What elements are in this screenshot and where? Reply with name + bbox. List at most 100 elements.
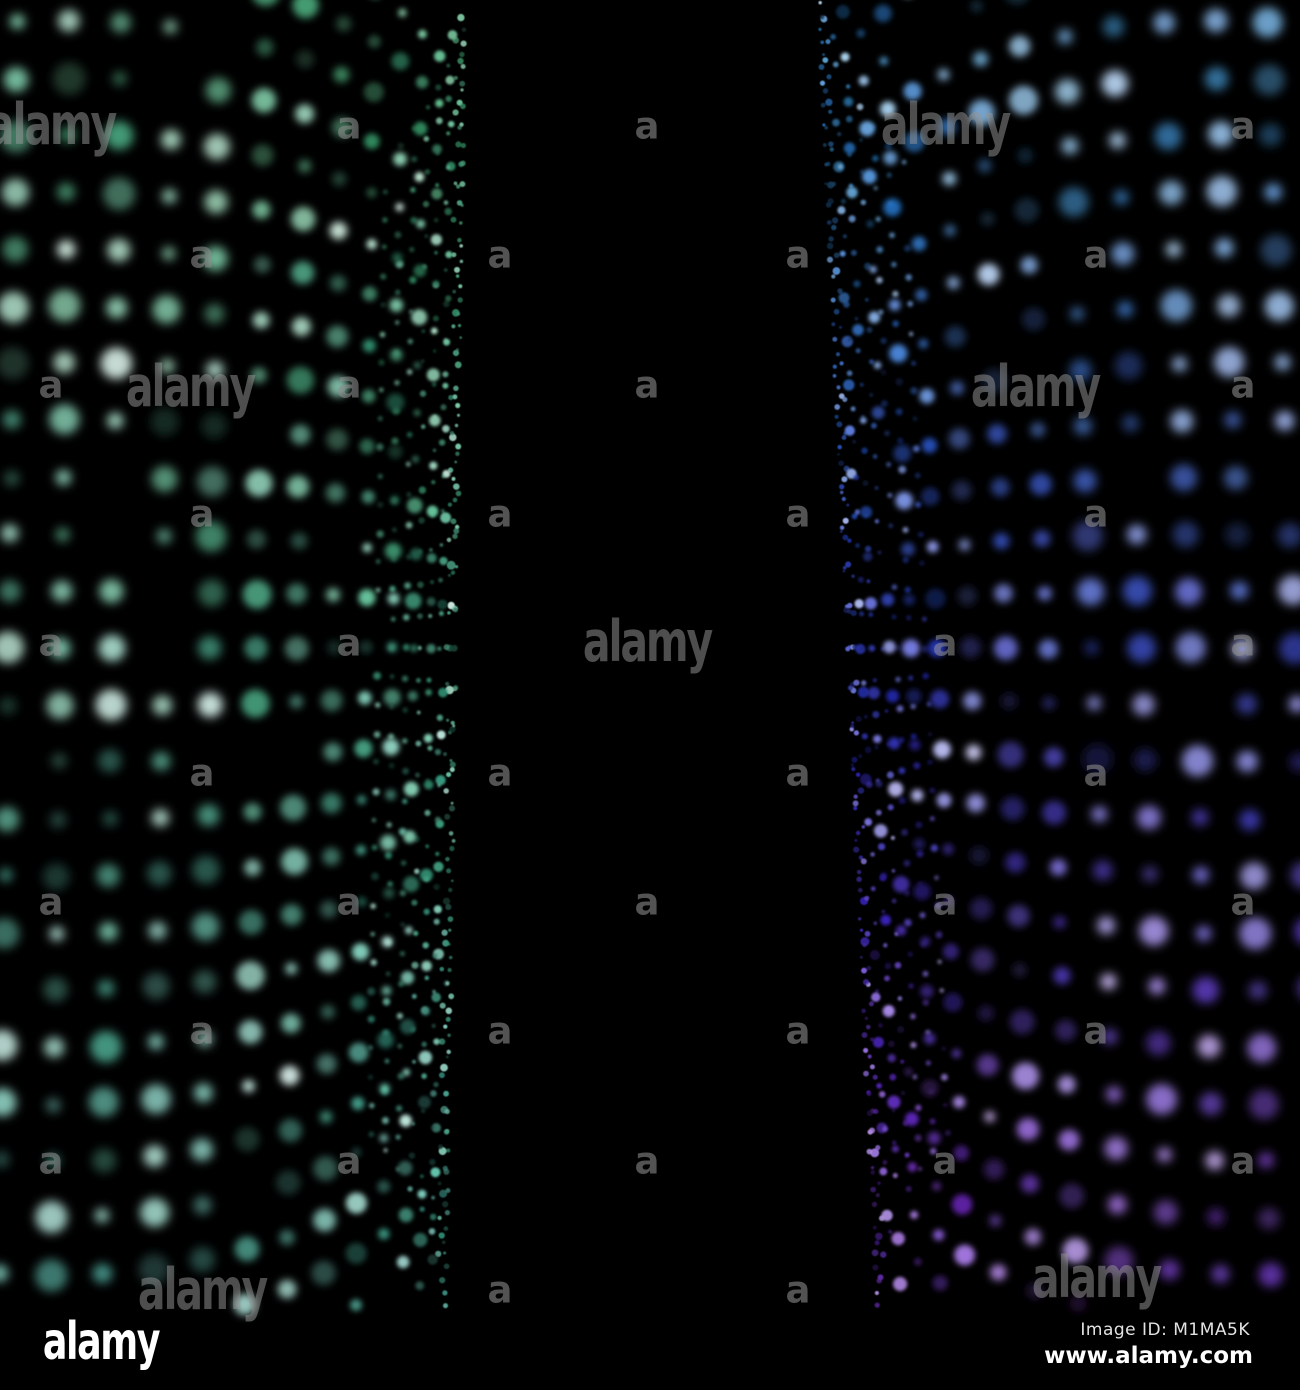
led-dot: [863, 262, 872, 270]
led-dot: [161, 246, 176, 261]
led-dot: [852, 324, 864, 336]
led-dot: [421, 1006, 431, 1016]
led-dot: [359, 438, 375, 454]
led-dot: [408, 1152, 416, 1159]
led-dot: [965, 744, 982, 761]
led-dot: [859, 138, 863, 142]
led-dot: [843, 142, 856, 154]
led-dot: [1073, 416, 1093, 436]
led-dot: [891, 1231, 905, 1246]
led-dot: [442, 1290, 448, 1296]
led-dot: [1017, 147, 1034, 164]
led-dot: [842, 569, 846, 573]
led-dot: [960, 636, 981, 658]
led-dot: [400, 922, 405, 927]
led-dot: [452, 394, 458, 400]
led-dot: [830, 297, 836, 303]
led-dot: [376, 530, 384, 538]
led-dot: [1211, 1264, 1230, 1283]
led-dot: [822, 143, 827, 147]
led-dot: [868, 359, 874, 365]
led-dot: [860, 199, 867, 206]
led-dot: [295, 50, 315, 69]
led-dot: [447, 573, 451, 577]
led-dot: [847, 538, 852, 543]
led-dot: [446, 131, 451, 136]
led-dot: [426, 643, 436, 654]
led-dot: [898, 465, 907, 474]
led-dot: [443, 1251, 447, 1255]
led-dot: [431, 1123, 441, 1133]
led-dot: [373, 671, 382, 680]
led-dot: [43, 977, 68, 1002]
led-dot: [856, 876, 862, 883]
led-dot: [1258, 1207, 1280, 1230]
led-dot: [977, 263, 1000, 286]
led-dot: [367, 1015, 375, 1023]
led-dot: [856, 103, 864, 111]
led-dot: [1011, 1062, 1040, 1090]
led-dot: [889, 344, 908, 363]
led-dot: [1206, 176, 1238, 207]
led-dot: [937, 959, 942, 964]
led-dot: [0, 918, 20, 949]
led-dot: [396, 1255, 410, 1269]
led-dot: [358, 588, 376, 607]
led-dot: [395, 202, 404, 212]
led-dot: [457, 13, 465, 22]
led-dot: [281, 1013, 301, 1034]
led-dot: [453, 385, 459, 392]
led-dot: [0, 868, 13, 882]
led-dot: [445, 981, 450, 986]
led-dot: [841, 335, 853, 348]
led-dot: [397, 142, 405, 150]
led-dot: [423, 135, 430, 142]
led-dot: [46, 1153, 60, 1168]
led-dot: [875, 1144, 881, 1151]
led-dot: [883, 198, 902, 217]
led-dot: [417, 29, 427, 39]
led-dot: [448, 887, 453, 893]
led-dot: [443, 1090, 449, 1097]
led-dot: [1055, 79, 1080, 104]
led-dot: [441, 474, 446, 479]
led-dot: [881, 1209, 893, 1222]
led-dot: [922, 617, 927, 622]
led-dot: [143, 1145, 166, 1168]
led-dot: [909, 739, 920, 751]
led-dot: [1248, 981, 1268, 1000]
led-dot: [379, 1083, 390, 1094]
led-dot: [1107, 1195, 1127, 1215]
led-dot: [379, 1134, 388, 1143]
led-dot: [846, 84, 851, 89]
led-dot: [925, 588, 946, 609]
led-dot: [415, 76, 429, 89]
led-dot: [442, 424, 450, 433]
led-dot: [901, 542, 915, 557]
led-dot: [372, 818, 376, 822]
led-dot: [322, 847, 341, 866]
led-dot: [908, 675, 913, 681]
led-dot: [56, 240, 76, 259]
led-dot: [897, 996, 903, 1001]
led-dot: [860, 506, 873, 519]
led-dot: [866, 1091, 872, 1097]
led-dot: [197, 692, 223, 718]
led-dot: [316, 1054, 337, 1074]
led-dot: [929, 1147, 937, 1155]
led-dot: [854, 509, 861, 515]
led-dot: [944, 326, 966, 348]
led-dot: [861, 733, 868, 740]
led-dot: [1153, 11, 1175, 34]
led-dot: [870, 1165, 875, 1170]
led-dot: [245, 469, 273, 497]
led-dot: [872, 1225, 877, 1230]
led-dot: [286, 366, 314, 394]
led-dot: [456, 413, 461, 417]
led-dot: [0, 1264, 9, 1283]
led-dot: [420, 1108, 426, 1114]
led-dot: [904, 586, 911, 593]
led-dot: [1214, 347, 1245, 377]
led-dot: [886, 771, 894, 779]
led-dot: [378, 416, 383, 421]
